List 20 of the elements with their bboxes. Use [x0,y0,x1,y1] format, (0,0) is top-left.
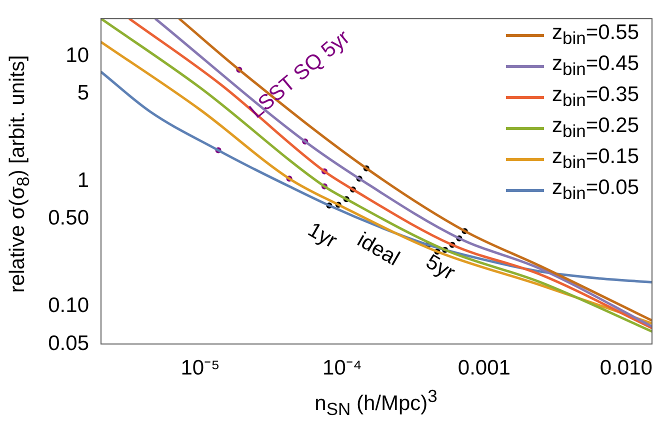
y-tick-label: 10 [66,44,89,68]
legend-label: z$_{bin}$=0.45 [552,52,639,81]
x-tick-label: 0.010 [600,356,652,380]
legend-label: z$_{bin}$=0.05 [552,176,639,205]
y-tick-label: 5 [77,82,89,105]
annotation: 1yr [304,218,341,253]
x-tick-label: 10⁻⁵ [180,356,220,380]
x-axis-title: n$_{SN}$ (h/Mpc)$^{3}$ [314,386,438,420]
annotation: 5yr [422,250,459,285]
legend-label: z$_{bin}$=0.55 [552,21,639,50]
x-tick-label: 10⁻⁴ [322,356,362,380]
legend-label: z$_{bin}$=0.35 [552,83,639,112]
legend-label: z$_{bin}$=0.15 [552,145,639,174]
legend-label: z$_{bin}$=0.25 [552,114,639,143]
y-tick-label: 0.50 [48,206,89,230]
y-tick-label: 0.05 [48,332,89,355]
annotation: ideal [353,228,404,270]
y-tick-label: 1 [77,169,89,192]
x-tick-label: 0.001 [458,356,510,380]
y-tick-label: 0.10 [48,294,89,318]
